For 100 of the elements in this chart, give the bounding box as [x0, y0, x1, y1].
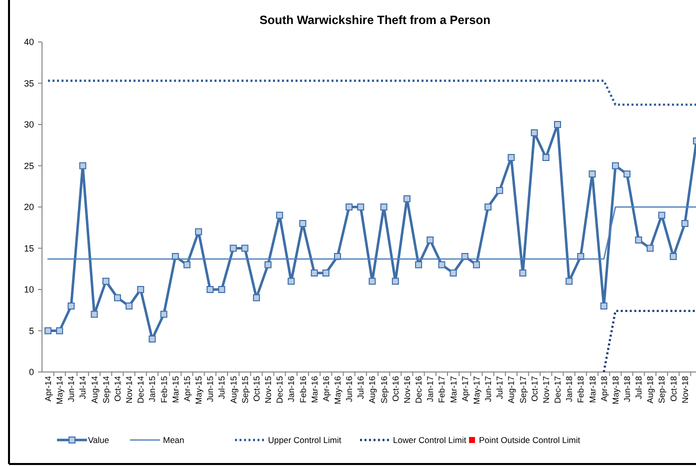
point	[160, 310, 168, 318]
point	[403, 195, 410, 202]
x-tick-label: Jul-14	[78, 376, 88, 400]
point	[90, 310, 98, 318]
x-tick-label: Dec-15	[274, 376, 285, 404]
point	[438, 261, 446, 268]
point	[484, 204, 492, 210]
x-tick-label: Apr-14	[43, 376, 53, 402]
point	[114, 294, 121, 302]
x-tick-label: Aug-15	[228, 376, 238, 404]
x-tick-label: Feb-16	[298, 376, 308, 403]
x-tick-label: Sep-17	[518, 376, 528, 404]
x-tick-label: Jan-15	[147, 376, 158, 402]
x-tick-label: Apr-16	[320, 376, 331, 402]
x-tick-label: Oct-16	[390, 376, 400, 402]
point	[646, 244, 654, 252]
y-tick-label: 40	[24, 37, 34, 47]
point	[542, 154, 550, 161]
x-tick-label: Jun-17	[483, 376, 494, 402]
point	[183, 261, 190, 268]
x-tick-label: Dec-14	[136, 376, 146, 404]
x-tick-label: Mar-18	[587, 376, 598, 403]
point	[681, 220, 688, 227]
point	[508, 154, 515, 161]
point	[288, 278, 295, 285]
x-tick-label: Jun-16	[344, 376, 354, 402]
x-tick-label: Jan-18	[564, 376, 574, 402]
point	[137, 286, 144, 293]
point	[79, 162, 86, 170]
point	[566, 278, 573, 285]
x-tick-label: Jul-16	[356, 376, 366, 400]
point	[554, 121, 562, 128]
point	[368, 278, 376, 285]
point	[670, 253, 677, 260]
x-tick-label: Mar-17	[448, 376, 458, 403]
y-tick-label: 35	[24, 78, 34, 88]
point	[230, 244, 237, 252]
point	[426, 236, 434, 244]
x-tick-label: Jan-17	[425, 376, 436, 402]
x-tick-label: Oct-18	[668, 376, 678, 402]
x-tick-label: May-18	[610, 376, 620, 404]
x-tick-label: Apr-15	[182, 376, 192, 402]
point	[252, 294, 260, 302]
point	[102, 278, 110, 285]
x-tick-label: Jul-18	[634, 376, 644, 400]
legend-label: Value	[88, 435, 110, 445]
x-tick-label: Oct-14	[112, 376, 122, 402]
point	[68, 302, 75, 310]
legend-label: Point Outside Control Limit	[479, 435, 581, 445]
point	[276, 212, 284, 219]
x-tick-label: Oct-15	[251, 376, 262, 402]
x-tick-label: May-14	[54, 376, 65, 404]
point	[148, 336, 156, 342]
x-tick-label: Aug-17	[506, 376, 516, 404]
x-tick-label: Sep-18	[656, 376, 667, 404]
x-tick-label: Aug-18	[645, 376, 656, 404]
x-tick-label: Sep-16	[378, 376, 389, 404]
x-tick-label: Jun-14	[66, 376, 76, 402]
point	[624, 170, 630, 178]
point	[346, 204, 353, 210]
x-tick-label: Nov-16	[402, 376, 412, 404]
x-tick-label: Nov-18	[680, 376, 690, 404]
point	[519, 270, 526, 276]
point	[496, 187, 504, 194]
x-tick-label: Nov-17	[540, 376, 551, 404]
point	[588, 170, 596, 178]
chart-title: South Warwickshire Theft from a Person	[260, 13, 490, 27]
point	[635, 236, 642, 244]
x-tick-label: Jun-15	[205, 376, 216, 402]
x-tick-label: Aug-16	[367, 376, 378, 404]
x-tick-label: Apr-18	[598, 376, 609, 402]
x-tick-label: May-17	[471, 376, 482, 404]
point	[415, 261, 422, 268]
point	[310, 270, 318, 276]
point	[322, 270, 330, 276]
x-tick-label: Nov-15	[263, 376, 274, 404]
x-tick-label: Feb-15	[158, 376, 169, 403]
point	[357, 204, 364, 210]
point	[380, 204, 388, 210]
point	[206, 286, 214, 293]
point	[44, 327, 52, 334]
point	[450, 270, 457, 276]
x-tick-label: Jul-15	[216, 376, 227, 400]
y-tick-label: 30	[24, 120, 34, 130]
x-tick-label: Sep-14	[100, 376, 111, 404]
x-tick-label: May-15	[194, 376, 204, 404]
x-tick-label: May-16	[332, 376, 342, 404]
point	[600, 302, 608, 310]
x-tick-label: Jul-17	[494, 376, 505, 400]
x-tick-label: Jun-18	[622, 376, 632, 402]
y-tick-label: 0	[28, 367, 34, 377]
x-tick-label: Aug-14	[89, 376, 100, 404]
point	[658, 212, 666, 219]
point	[126, 302, 133, 310]
x-tick-label: Jan-16	[286, 376, 296, 402]
point	[392, 278, 399, 285]
point	[264, 261, 272, 268]
x-tick-label: Apr-17	[460, 376, 470, 402]
y-tick-label: 20	[24, 202, 34, 212]
legend-label: Upper Control Limit	[268, 435, 342, 445]
